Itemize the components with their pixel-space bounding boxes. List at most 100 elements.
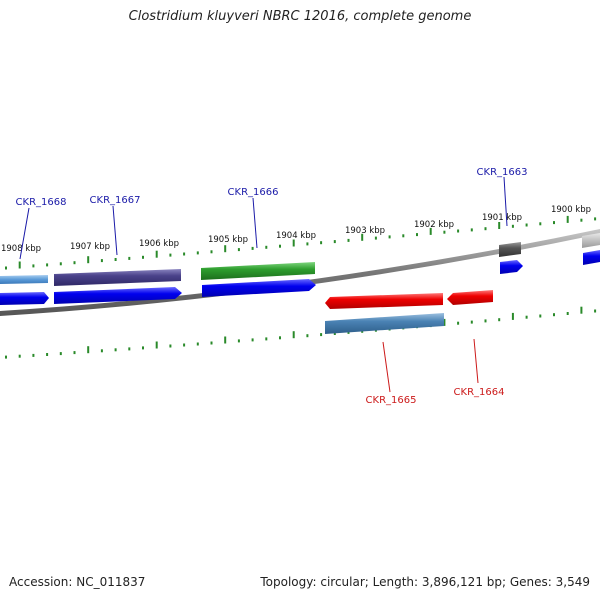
scale-tick [169, 253, 172, 257]
scale-tick [525, 223, 528, 227]
gene-label-ckr-1664: CKR_1664 [454, 387, 505, 398]
scale-tick [183, 252, 186, 256]
scale-tick [46, 263, 49, 267]
scale-tick [237, 248, 240, 252]
gene-feature-purple [54, 269, 181, 286]
scale-tick [374, 236, 377, 240]
scale-tick [224, 336, 227, 344]
scale-tick [59, 262, 62, 266]
scale-tick [525, 315, 528, 319]
kbp-label: 1904 kbp [276, 231, 316, 241]
scale-tick [388, 235, 391, 239]
cds-arrow [325, 293, 443, 309]
scale-tick [18, 261, 21, 269]
reverse-cds-track [325, 290, 493, 334]
scale-tick [18, 354, 21, 358]
scale-tick [155, 341, 158, 349]
genome-backbone [0, 229, 600, 316]
gene-feature-darkgray [499, 242, 521, 257]
gene-feature-green [201, 262, 315, 280]
gene-label-ckr-1665: CKR_1665 [366, 395, 417, 406]
scale-tick [128, 256, 131, 260]
scale-tick [292, 331, 295, 339]
scale-tick [59, 352, 62, 356]
scale-tick [306, 242, 309, 246]
cds-arrow [202, 279, 316, 297]
scale-tick [46, 353, 49, 356]
gene-label-ckr-1663: CKR_1663 [477, 167, 528, 178]
cds-arrow [583, 250, 600, 265]
scale-tick [100, 259, 103, 263]
kbp-label: 1900 kbp [551, 205, 591, 215]
scale-tick [251, 338, 254, 342]
scale-tick [142, 255, 144, 259]
scale-tick [539, 314, 542, 318]
scale-tick [498, 222, 501, 229]
scale-tick [196, 251, 199, 255]
scale-tick [580, 306, 583, 314]
scale-tick [511, 312, 514, 320]
scale-tick [511, 224, 514, 228]
gene-label-ckr-1668: CKR_1668 [16, 197, 67, 208]
scale-tick [320, 333, 323, 337]
scale-tick [484, 227, 487, 231]
scale-tick [594, 309, 597, 313]
scale-tick [237, 339, 240, 343]
scale-tick [5, 266, 7, 270]
forward-feature-track [0, 233, 600, 286]
scale-tick [114, 258, 117, 261]
scale-tick [142, 346, 144, 350]
scale-tick [553, 313, 555, 317]
scale-tick [210, 250, 213, 254]
scale-tick [196, 342, 199, 346]
kbp-label: 1901 kbp [482, 213, 522, 223]
gene-callouts: CKR_1668 CKR_1667 CKR_1666 CKR_1663 CKR_… [16, 167, 528, 406]
scale-tick [73, 261, 76, 265]
scale-tick [443, 318, 446, 326]
scale-tick [580, 218, 583, 222]
kbp-label: 1905 kbp [208, 235, 248, 245]
scale-tick [100, 349, 103, 353]
scale-tick [292, 239, 295, 247]
scale-tick [539, 222, 542, 226]
scale-tick [416, 233, 418, 237]
scale-tick [457, 229, 460, 233]
scale-tick [128, 347, 131, 351]
scale-tick [114, 348, 117, 352]
gene-label-ckr-1667: CKR_1667 [90, 195, 141, 206]
gene-feature-lightgray [582, 233, 600, 248]
kbp-label: 1906 kbp [139, 239, 179, 249]
outer-scale-ticks [5, 215, 597, 270]
scale-tick [484, 319, 487, 323]
gene-feature-lightblue [0, 275, 48, 284]
scale-tick [429, 227, 432, 235]
scale-tick [32, 264, 35, 268]
scale-tick [594, 217, 597, 221]
kbp-label: 1907 kbp [70, 242, 110, 252]
scale-tick [566, 312, 569, 315]
scale-tick [265, 245, 268, 249]
scale-tick [73, 351, 76, 355]
inner-scale-ticks [5, 306, 597, 359]
scale-tick [347, 238, 350, 242]
scale-tick [457, 321, 460, 325]
scale-tick [32, 353, 35, 357]
scale-tick [443, 230, 446, 234]
cds-arrow [54, 287, 182, 304]
scale-tick [279, 244, 281, 248]
cds-arrow [447, 290, 493, 305]
scale-tick [320, 241, 323, 245]
scale-tick [279, 336, 281, 340]
accession-text: Accession: NC_011837 [9, 575, 146, 589]
scale-tick [333, 332, 336, 335]
scale-tick [155, 250, 158, 258]
scale-tick [306, 334, 309, 338]
cds-arrow [0, 292, 49, 305]
scale-tick [169, 344, 172, 348]
genome-summary-text: Topology: circular; Length: 3,896,121 bp… [260, 575, 590, 589]
scale-tick [333, 240, 336, 244]
forward-cds-track [0, 250, 600, 305]
kbp-label: 1902 kbp [414, 220, 454, 230]
scale-tick [210, 341, 213, 345]
